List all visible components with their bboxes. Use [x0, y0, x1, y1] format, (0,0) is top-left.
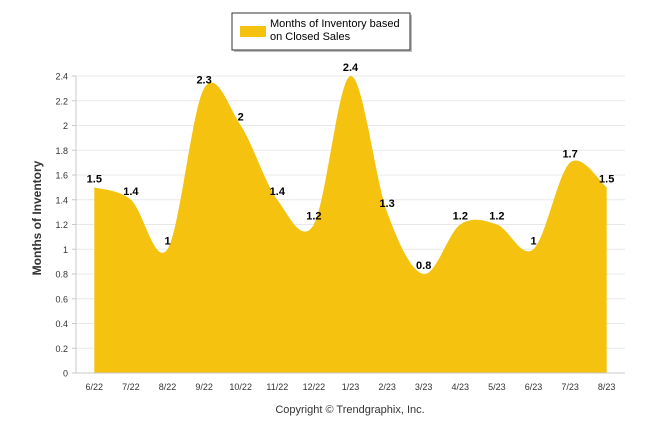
y-tick-label: 1.4 [55, 195, 68, 205]
legend-label-line-1: Months of Inventory based [270, 18, 400, 30]
legend-label-line-2: on Closed Sales [270, 31, 351, 43]
y-tick-label: 2.2 [55, 96, 68, 106]
data-label: 1.5 [599, 173, 614, 185]
x-tick-label: 7/23 [561, 382, 579, 392]
axes [72, 75, 625, 374]
y-tick-label: 0.6 [55, 294, 68, 304]
x-tick-label: 1/23 [342, 382, 360, 392]
data-label: 2.4 [343, 62, 359, 74]
y-tick-label: 0.4 [55, 319, 68, 329]
data-label: 1.2 [489, 211, 504, 223]
y-tick-label: 0.8 [55, 270, 68, 280]
data-label: 1.4 [270, 186, 286, 198]
data-label: 1 [530, 235, 536, 247]
y-tick-label: 1.8 [55, 146, 68, 156]
x-tick-label: 3/23 [415, 382, 433, 392]
data-label: 1.4 [123, 186, 139, 198]
data-label: 2.3 [196, 74, 211, 86]
y-tick-label: 0.2 [55, 344, 68, 354]
x-tick-label: 6/22 [86, 382, 104, 392]
y-axis-title: Months of Inventory [30, 160, 44, 275]
area-fill [94, 75, 607, 373]
x-tick-label: 6/23 [525, 382, 543, 392]
data-labels: 1.5 1.4 1 2.3 2 1.4 1.2 2.4 1.3 0.8 1.2 1.2 1 1.7 1.5 [87, 62, 615, 272]
x-tick-label: 2/23 [378, 382, 396, 392]
x-tick-label: 12/22 [303, 382, 326, 392]
y-tick-label: 2 [63, 121, 68, 131]
legend[interactable]: Months of Inventory based on Closed Sale… [231, 12, 412, 52]
x-tick-label: 7/22 [122, 382, 140, 392]
y-tick-label: 1 [63, 245, 68, 255]
data-label: 1.5 [87, 173, 102, 185]
data-label: 1.2 [306, 211, 321, 223]
x-tick-label: 8/23 [598, 382, 616, 392]
data-label: 0.8 [416, 260, 431, 272]
x-tick-label: 9/22 [195, 382, 213, 392]
x-tick-label: 5/23 [488, 382, 506, 392]
x-tick-label: 4/23 [452, 382, 470, 392]
x-tick-labels: 6/22 7/22 8/22 9/22 10/22 11/22 12/22 1/23 2/23 3… [86, 382, 616, 392]
y-tick-label: 1.6 [55, 171, 68, 181]
data-label: 2 [238, 112, 244, 124]
copyright-text: Copyright © Trendgraphix, Inc. [275, 404, 424, 416]
y-tick-labels: 0 0.2 0.4 0.6 0.8 1 1.2 1.4 1.6 1.8 2 2.2 2.4 [55, 72, 68, 379]
legend-swatch [240, 26, 266, 37]
x-tick-label: 10/22 [229, 382, 252, 392]
data-label: 1.2 [453, 211, 468, 223]
y-tick-label: 0 [63, 369, 68, 379]
x-tick-label: 11/22 [266, 382, 288, 392]
y-tick-label: 1.2 [55, 220, 68, 230]
data-label: 1 [164, 235, 170, 247]
data-label: 1.7 [562, 149, 577, 161]
area-series [94, 75, 607, 373]
data-label: 1.3 [379, 198, 394, 210]
y-tick-label: 2.4 [55, 72, 68, 82]
x-tick-label: 8/22 [159, 382, 177, 392]
